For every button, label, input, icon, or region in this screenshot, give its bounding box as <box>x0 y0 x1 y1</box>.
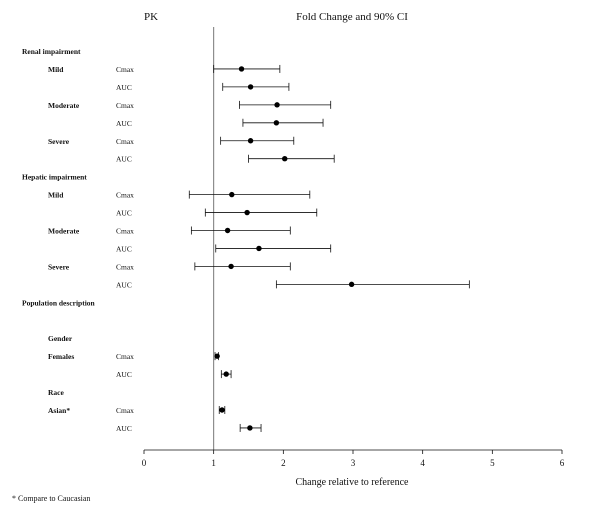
pk-parameter-label: AUC <box>116 209 132 218</box>
point-estimate <box>274 102 280 108</box>
pk-parameter-label: AUC <box>116 424 132 433</box>
pk-parameter-label: AUC <box>116 244 132 253</box>
pk-parameter-label: AUC <box>116 370 132 379</box>
point-estimate <box>229 191 235 198</box>
pk-parameter-label: Cmax <box>116 65 134 74</box>
pk-parameter-label: Cmax <box>116 227 134 236</box>
fold-change-column-header: Fold Change and 90% CI <box>296 11 408 23</box>
point-estimate <box>238 66 245 72</box>
subgroup-label: Moderate <box>48 227 80 236</box>
pk-parameter-label: Cmax <box>116 137 134 146</box>
point-estimate <box>348 281 355 288</box>
x-tick-label: 3 <box>351 458 356 468</box>
pk-parameter-label: Cmax <box>116 262 134 271</box>
subgroup-label: Race <box>48 388 64 397</box>
x-tick-label: 2 <box>281 458 286 468</box>
x-tick-label: 4 <box>420 458 425 468</box>
pk-parameter-label: Cmax <box>116 101 134 110</box>
point-estimate <box>247 425 253 431</box>
pk-parameter-label: Cmax <box>116 191 134 200</box>
point-estimate <box>256 245 262 252</box>
subgroup-label: Severe <box>48 262 70 271</box>
point-estimate <box>247 84 254 90</box>
point-estimate <box>282 156 288 162</box>
point-estimate <box>223 371 229 377</box>
x-tick-label: 1 <box>211 458 216 468</box>
pk-parameter-label: Cmax <box>116 352 134 361</box>
group-label: Population description <box>22 298 96 307</box>
x-axis: 0 1 2 3 4 5 6 <box>142 449 565 468</box>
x-axis-label: Change relative to reference <box>296 477 410 488</box>
point-estimate <box>224 227 231 234</box>
subgroup-label: Females <box>48 352 74 361</box>
pk-column-header: PK <box>144 11 158 23</box>
subgroup-label: Severe <box>48 137 70 146</box>
point-estimate <box>273 120 280 126</box>
pk-parameter-label: AUC <box>116 280 132 289</box>
group-label: Hepatic impairment <box>22 173 87 182</box>
point-estimate <box>228 263 234 270</box>
point-estimate <box>244 209 250 216</box>
pk-parameter-label: AUC <box>116 119 132 128</box>
subgroup-label: Asian* <box>48 406 70 415</box>
x-tick-label: 6 <box>560 458 565 468</box>
forest-rows: Renal impairment Mild Cmax AUC Moderate Cmax A… <box>22 27 470 450</box>
x-tick-label: 5 <box>490 458 495 468</box>
subgroup-label: Gender <box>48 334 73 343</box>
pk-parameter-label: AUC <box>116 155 132 164</box>
subgroup-label: Moderate <box>48 101 80 110</box>
subgroup-label: Mild <box>48 191 64 200</box>
point-estimate <box>247 138 254 144</box>
point-estimate <box>219 407 225 413</box>
x-tick-label: 0 <box>142 458 147 468</box>
footnote: * Compare to Caucasian <box>12 494 90 503</box>
group-label: Renal impairment <box>22 47 81 56</box>
pk-parameter-label: Cmax <box>116 406 134 415</box>
subgroup-label: Mild <box>48 65 64 74</box>
pk-parameter-label: AUC <box>116 83 132 92</box>
point-estimate <box>214 353 220 359</box>
